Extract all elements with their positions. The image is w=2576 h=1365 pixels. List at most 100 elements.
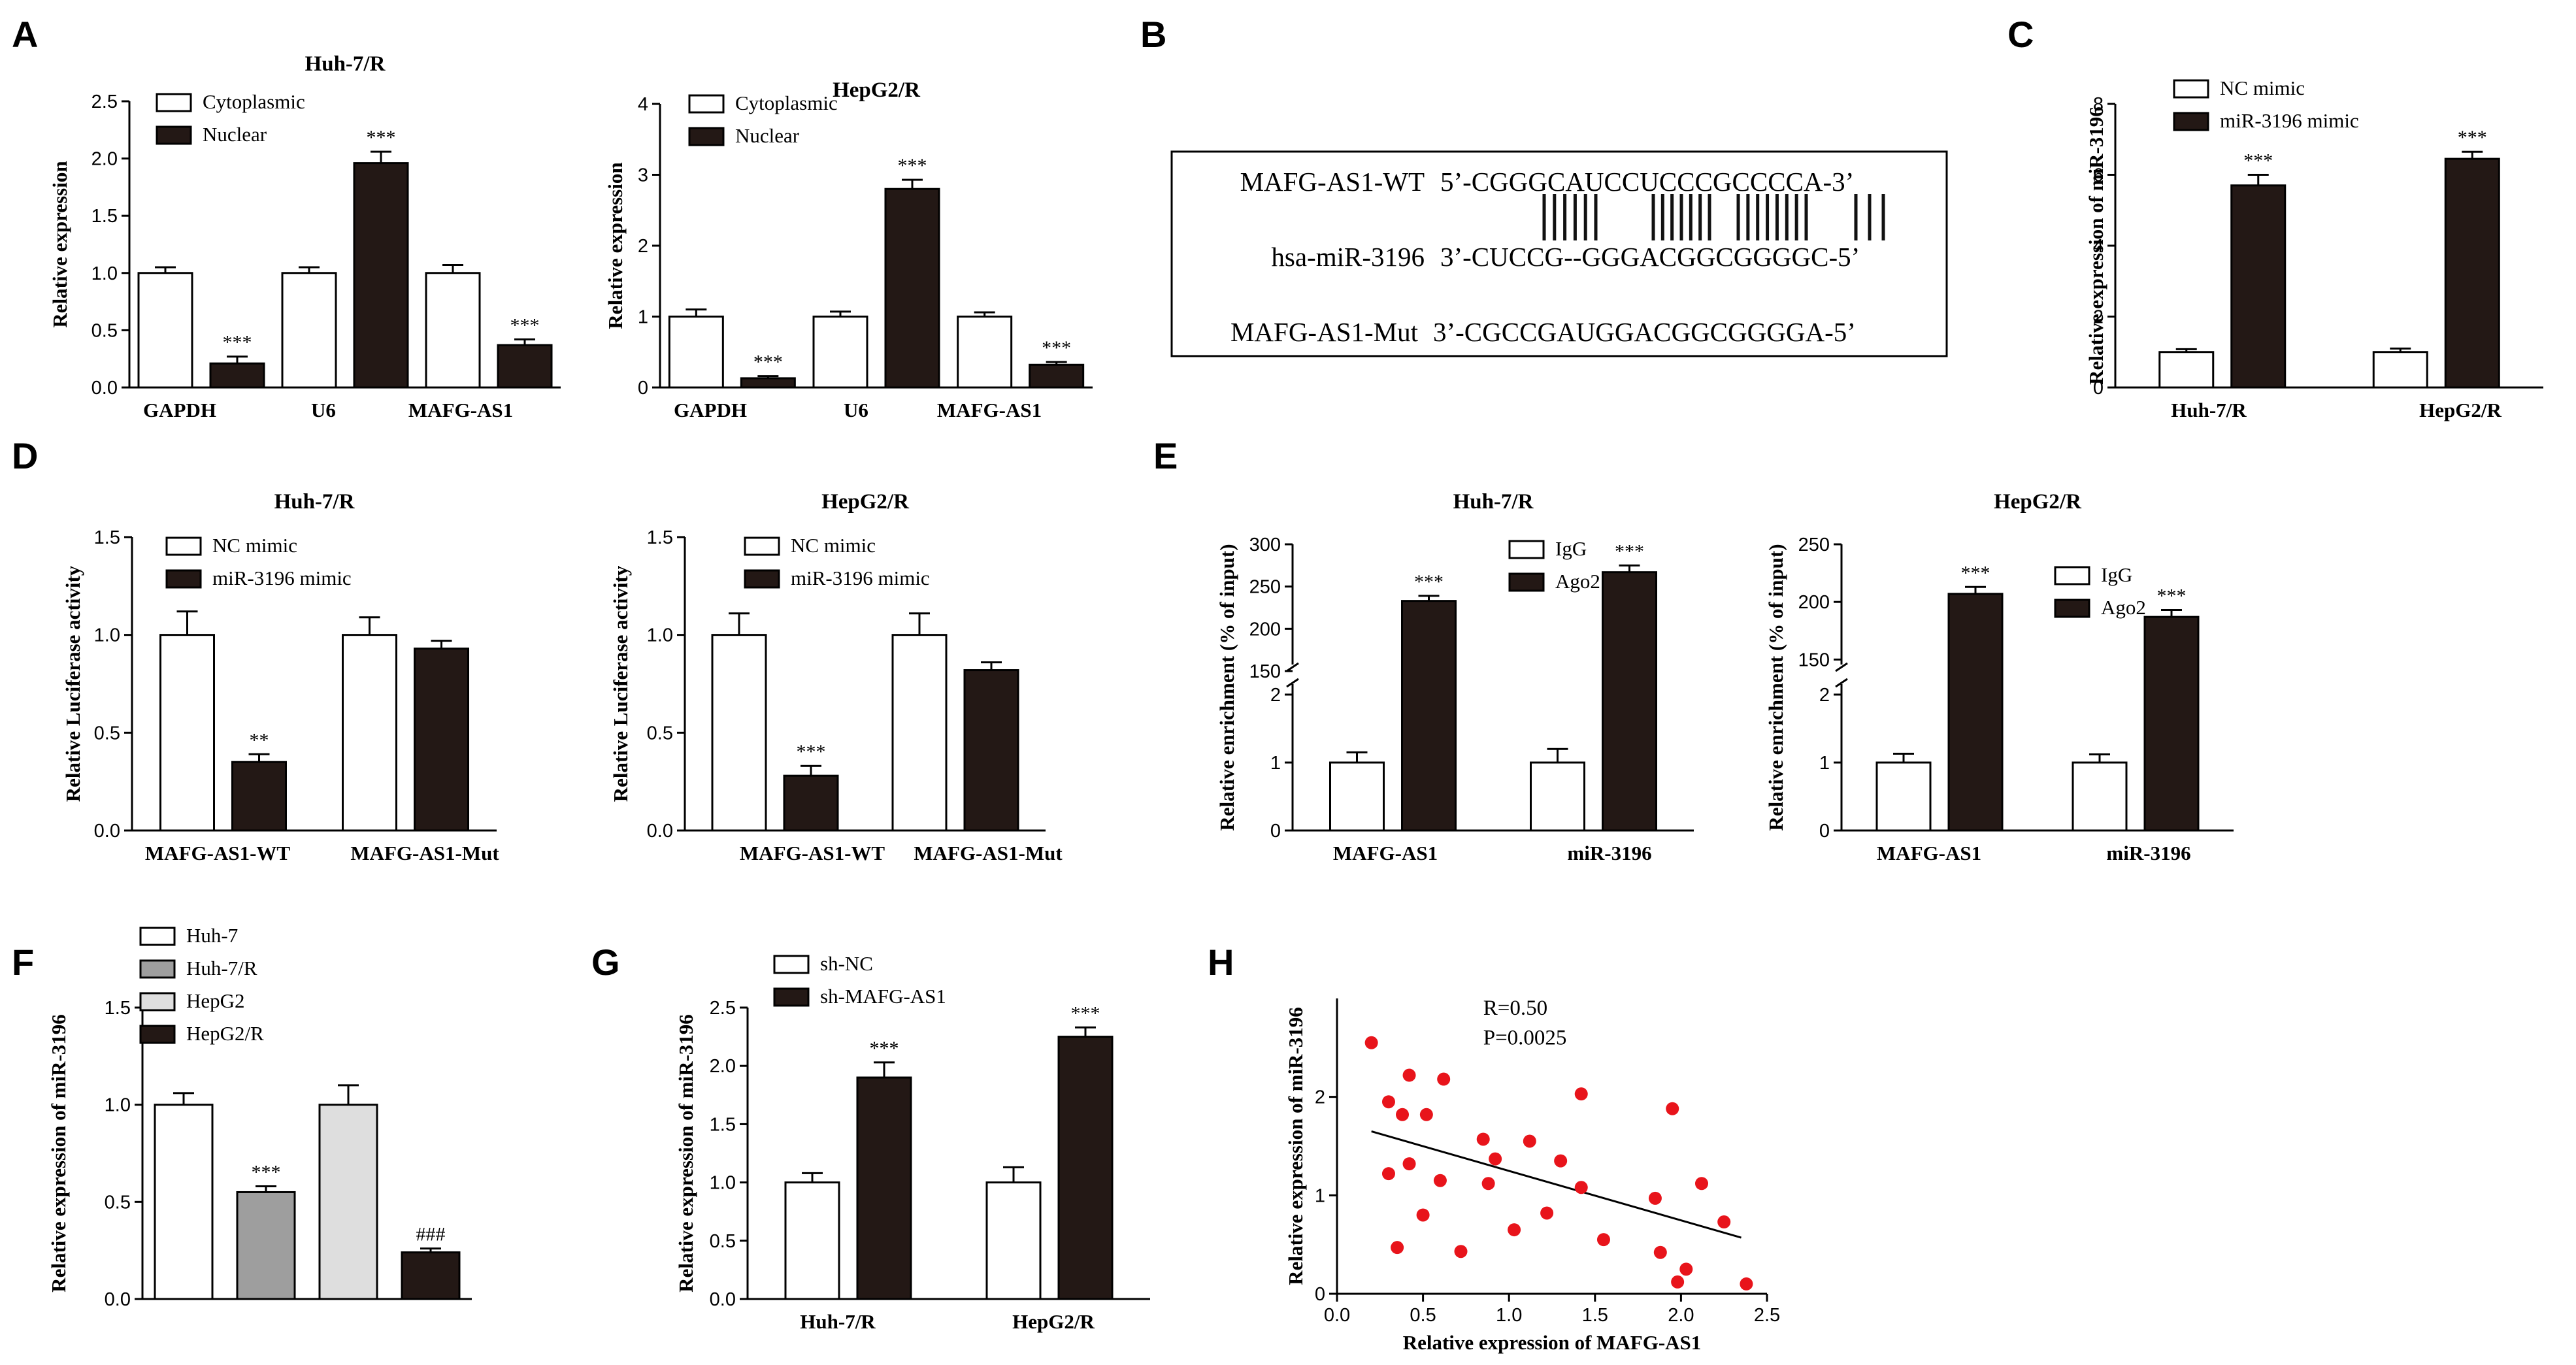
legend-label: IgG: [1555, 537, 1587, 560]
chart-title: HepG2/R: [1994, 490, 2082, 514]
bar-nc-mimic: [159, 634, 215, 832]
significance-label: ***: [1961, 562, 1990, 584]
y-tick-label: 1.0: [647, 625, 673, 646]
y-tick-label: 2: [1819, 685, 1830, 706]
y-tick-label: 0.5: [647, 723, 673, 744]
x-tick-label: 2.0: [1668, 1305, 1694, 1326]
p-annotation: P=0.0025: [1483, 1026, 1567, 1049]
legend-swatch: [139, 959, 176, 979]
y-tick-label: 250: [1798, 534, 1830, 555]
chart-d2: 0.0 0.5 1.0 1.5 Relative Luciferase activity…: [609, 490, 1063, 864]
y-tick-label: 0.0: [94, 821, 120, 842]
chart-title: HepG2/R: [821, 490, 910, 514]
legend-label: Huh-7/R: [186, 957, 257, 979]
significance-label: **: [250, 729, 269, 751]
chart-d1: 0.0 0.5 1.0 1.5 Relative Luciferase activity…: [61, 490, 499, 864]
scatter-point: [1574, 1181, 1588, 1194]
scatter-point: [1381, 1167, 1395, 1181]
y-tick-label: 2: [2093, 307, 2104, 328]
legend-label: Cytoplasmic: [203, 90, 305, 113]
bar-value: [401, 1251, 461, 1300]
significance-label: ***: [2243, 150, 2273, 172]
bar-cytoplasmic: [281, 272, 337, 389]
y-tick-label: 0.0: [710, 1289, 736, 1310]
mir-sequence: 3’-CUCCG--GGGACGGCGGGGC-5’: [1440, 242, 1860, 272]
bar-mir-3196-mimic: [414, 648, 469, 832]
y-tick-label: 0: [1270, 821, 1281, 842]
bar-sh-nc: [784, 1181, 840, 1300]
r-annotation: R=0.50: [1483, 996, 1547, 1020]
scatter-point: [1454, 1245, 1468, 1258]
scatter-point: [1433, 1174, 1447, 1187]
legend-swatch: [2173, 79, 2209, 99]
x-tick-label: 2.5: [1754, 1305, 1780, 1326]
mut-label: MAFG-AS1-Mut: [1230, 317, 1419, 347]
scatter-point: [1508, 1223, 1521, 1237]
y-tick-label: 2.0: [91, 149, 118, 170]
x-tick-label: MAFG-AS1-WT: [740, 842, 885, 864]
bar-value: [318, 1104, 378, 1300]
bar-nuclear: [1029, 363, 1085, 389]
legend-swatch: [688, 94, 725, 114]
y-tick-label: 2: [638, 236, 648, 257]
x-tick-label: MAFG-AS1-WT: [145, 842, 290, 864]
y-tick-label: 1: [638, 307, 648, 328]
legend-swatch: [773, 987, 810, 1007]
x-tick-label: Huh-7/R: [2171, 399, 2247, 421]
y-tick-label: 1.0: [105, 1095, 131, 1116]
scatter-point: [1740, 1277, 1753, 1291]
scatter-point: [1364, 1036, 1378, 1049]
panel-label-f: F: [12, 942, 34, 983]
y-tick-label: 2.5: [91, 91, 118, 112]
scatter-point: [1391, 1241, 1404, 1255]
scatter-point: [1648, 1191, 1662, 1205]
significance-label: ***: [898, 155, 927, 176]
y-tick-label: 1.5: [91, 206, 118, 227]
panel-label-e: E: [1153, 435, 1178, 476]
bar-sh-nc: [985, 1181, 1042, 1300]
scatter-point: [1574, 1087, 1588, 1101]
x-tick-label: U6: [311, 399, 336, 421]
bar-mir-3196-mimic: [783, 774, 839, 832]
legend-label: miR-3196 mimic: [2220, 109, 2359, 132]
y-tick-label: 1.0: [710, 1173, 736, 1194]
y-tick-label: 1: [1819, 753, 1830, 774]
axis-break-mark: [1286, 678, 1299, 688]
bar-nc-mimic: [342, 634, 397, 832]
legend-swatch: [139, 927, 176, 946]
x-tick-label: 0.0: [1324, 1305, 1350, 1326]
axis-break-mark: [1835, 662, 1848, 672]
bar-mir-3196-mimic: [2444, 157, 2500, 389]
scatter-point: [1666, 1102, 1679, 1115]
y-axis-label: Relative enrichment (% of input): [1215, 544, 1238, 831]
legend-label: Huh-7: [186, 924, 238, 947]
y-tick-label: 1.5: [647, 527, 673, 548]
scatter-point: [1523, 1134, 1536, 1148]
x-tick-label: MAFG-AS1: [1333, 842, 1438, 864]
bar-nuclear: [884, 188, 940, 389]
panel-label-g: G: [591, 942, 620, 983]
y-tick-label: 0.5: [91, 320, 118, 341]
significance-label: ###: [416, 1224, 446, 1245]
scatter-point: [1419, 1108, 1433, 1121]
y-tick-label: 0.5: [105, 1192, 131, 1213]
y-axis-label: Relative expression of miR-3196: [1284, 1007, 1307, 1285]
y-tick-label: 4: [2093, 236, 2104, 257]
axis-break-mark: [1286, 662, 1299, 672]
chart-title: Huh-7/R: [1453, 490, 1534, 514]
significance-label: ***: [1042, 337, 1071, 359]
scatter-point: [1694, 1177, 1708, 1191]
y-tick-label: 4: [638, 94, 648, 115]
legend-label: HepG2/R: [186, 1022, 264, 1045]
significance-label: ***: [1071, 1002, 1100, 1024]
legend-label: IgG: [2101, 563, 2132, 586]
y-tick-label: 0: [1819, 821, 1830, 842]
bar-nuclear: [740, 377, 796, 389]
bar-sh-mafg-as1: [856, 1076, 912, 1300]
mut-sequence: 3’-CGCCGAUGGACGGCGGGGA-5’: [1433, 317, 1856, 347]
x-tick-label: Huh-7/R: [800, 1310, 876, 1333]
y-tick-label: 6: [2093, 165, 2104, 186]
y-tick-label: 2: [1315, 1087, 1325, 1108]
mir-label: hsa-miR-3196: [1271, 242, 1425, 272]
